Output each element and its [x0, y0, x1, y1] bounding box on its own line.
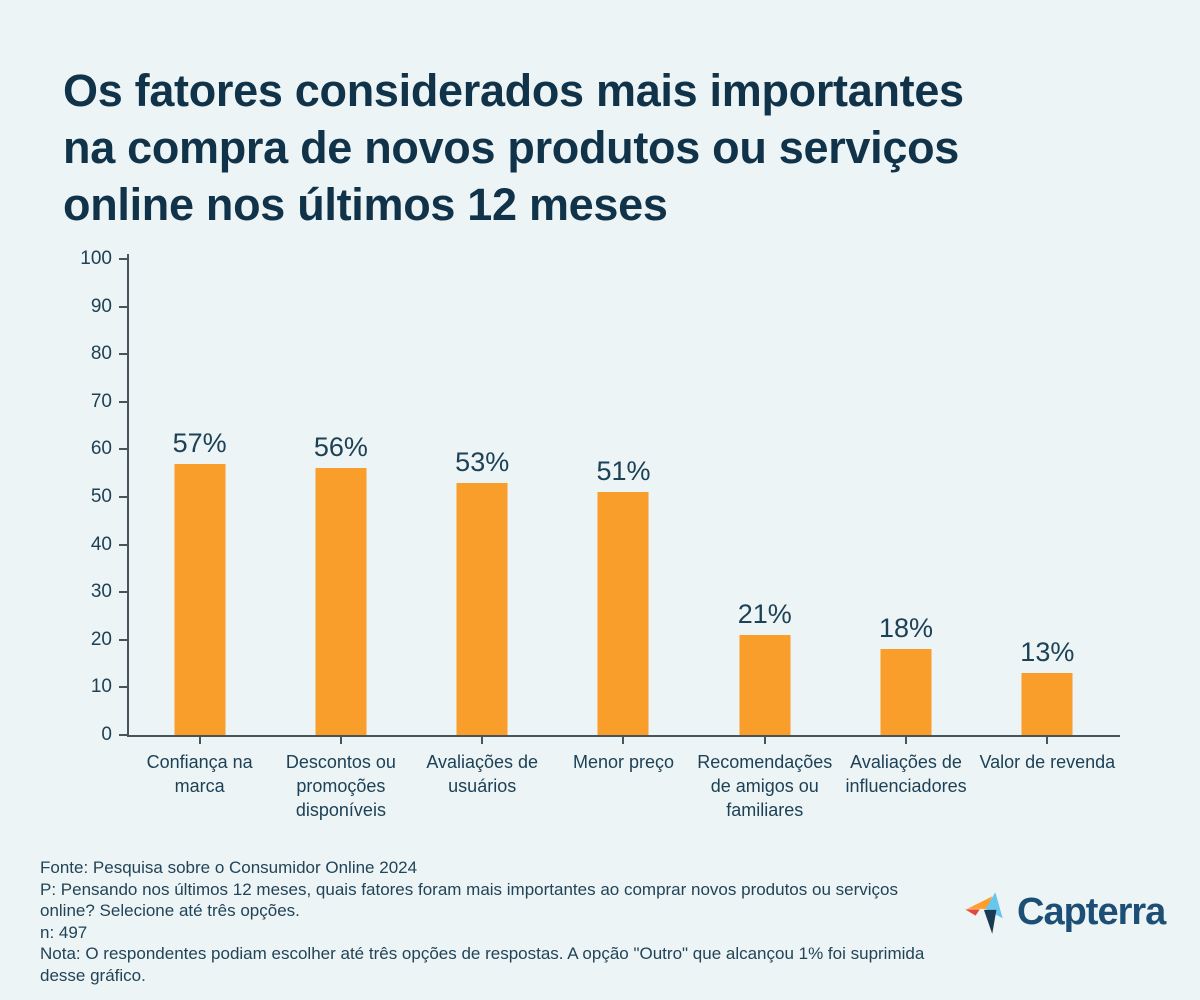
y-axis-tick-label: 30 [90, 581, 112, 603]
bars-row: 57% 56% 53% 51% 21% 18% 13% [129, 259, 1118, 735]
bar-slot: 53% [412, 259, 553, 735]
y-axis-tick [119, 448, 127, 451]
y-axis-tick-label: 40 [90, 533, 112, 555]
y-axis-tick [119, 305, 127, 308]
capterra-logo-icon [965, 892, 1003, 934]
bar [597, 492, 649, 735]
bar-value-label: 18% [879, 613, 934, 644]
bar-slot: 13% [977, 259, 1118, 735]
question-note-line: P: Pensando nos últimos 12 meses, quais … [40, 879, 898, 899]
category-label: Recomendações de amigos ou familiares [697, 752, 833, 820]
x-axis-tick [763, 737, 766, 744]
y-axis-tick-label: 50 [90, 486, 112, 507]
category-slot: Valor de revenda [977, 737, 1118, 822]
bar-value-label: 13% [1020, 637, 1075, 668]
x-axis-tick [481, 737, 484, 744]
category-label: Menor preço [572, 752, 675, 772]
y-axis-tick [119, 686, 127, 689]
bar [174, 463, 226, 735]
bar-value-label: 57% [172, 427, 227, 458]
category-label: Valor de revenda [979, 752, 1116, 772]
question-note-line: online? Selecione até três opções. [40, 901, 300, 920]
bar-slot: 56% [270, 259, 411, 735]
y-axis-tick-label: 60 [90, 438, 112, 460]
x-axis-tick [339, 737, 342, 744]
x-axis-tick [1046, 737, 1049, 744]
source-note: Fonte: Pesquisa sobre o Consumidor Onlin… [40, 858, 418, 877]
bar-value-label: 56% [313, 432, 368, 463]
bar [456, 482, 508, 735]
category-slot: Avaliações de usuários [412, 737, 553, 822]
bar-slot: 18% [835, 259, 976, 735]
y-axis-tick-label: 90 [90, 295, 112, 317]
capterra-wordmark: Capterra [1017, 890, 1166, 933]
y-axis-tick-label: 70 [90, 390, 112, 412]
bar [739, 635, 791, 735]
bar [315, 468, 367, 735]
sample-size-note: n: 497 [40, 922, 88, 942]
category-label: Confiança na marca [146, 752, 253, 796]
category-slot: Descontos ou promoções disponíveis [270, 737, 411, 822]
footer-notes: Fonte: Pesquisa sobre o Consumidor Onlin… [40, 857, 924, 986]
y-axis-tick-label: 0 [101, 724, 112, 745]
bar [1021, 673, 1073, 735]
x-axis-tick [905, 737, 908, 744]
y-axis-line [127, 254, 129, 737]
y-axis-tick [119, 258, 127, 260]
category-slot: Recomendações de amigos ou familiares [694, 737, 835, 822]
methodology-note-line: Nota: O respondentes podiam escolher até… [40, 944, 925, 963]
y-axis-tick [119, 638, 127, 641]
bar-value-label: 21% [737, 599, 792, 630]
category-slot: Menor preço [553, 737, 694, 822]
bar [880, 649, 932, 735]
x-axis-tick [198, 737, 201, 744]
y-axis-tick [119, 353, 127, 356]
chart-title-line: Os fatores considerados mais importantes [63, 65, 964, 116]
y-axis-tick [119, 400, 127, 403]
chart-title-line: na compra de novos produtos ou serviços [63, 122, 959, 173]
y-axis-tick-label: 80 [90, 343, 112, 365]
y-axis-tick [119, 496, 127, 498]
bar-slot: 57% [129, 259, 270, 735]
bar-slot: 51% [553, 259, 694, 735]
bar-value-label: 53% [455, 446, 510, 477]
x-axis-line [127, 735, 1120, 737]
bar-value-label: 51% [596, 456, 651, 487]
y-axis-tick [119, 543, 127, 546]
methodology-note-line: desse gráfico. [40, 965, 146, 985]
category-slot: Confiança na marca [129, 737, 270, 822]
category-label: Avaliações de influenciadores [845, 752, 967, 796]
categories-row: Confiança na marca Descontos ou promoções… [129, 737, 1118, 822]
chart-title-line: online nos últimos 12 meses [63, 179, 668, 230]
y-axis-tick-label: 20 [90, 628, 112, 650]
category-label: Descontos ou promoções disponíveis [285, 752, 396, 820]
category-label: Avaliações de usuários [426, 752, 539, 796]
category-slot: Avaliações de influenciadores [835, 737, 976, 822]
chart-title: Os fatores considerados mais importantes… [63, 62, 964, 233]
x-axis-tick [622, 737, 625, 744]
y-axis-tick [119, 591, 127, 594]
bar-slot: 21% [694, 259, 835, 735]
y-axis-tick [119, 734, 127, 736]
capterra-logo: Capterra [962, 886, 1166, 938]
y-axis-tick-label: 10 [90, 676, 112, 698]
y-axis-tick-label: 100 [80, 248, 112, 269]
